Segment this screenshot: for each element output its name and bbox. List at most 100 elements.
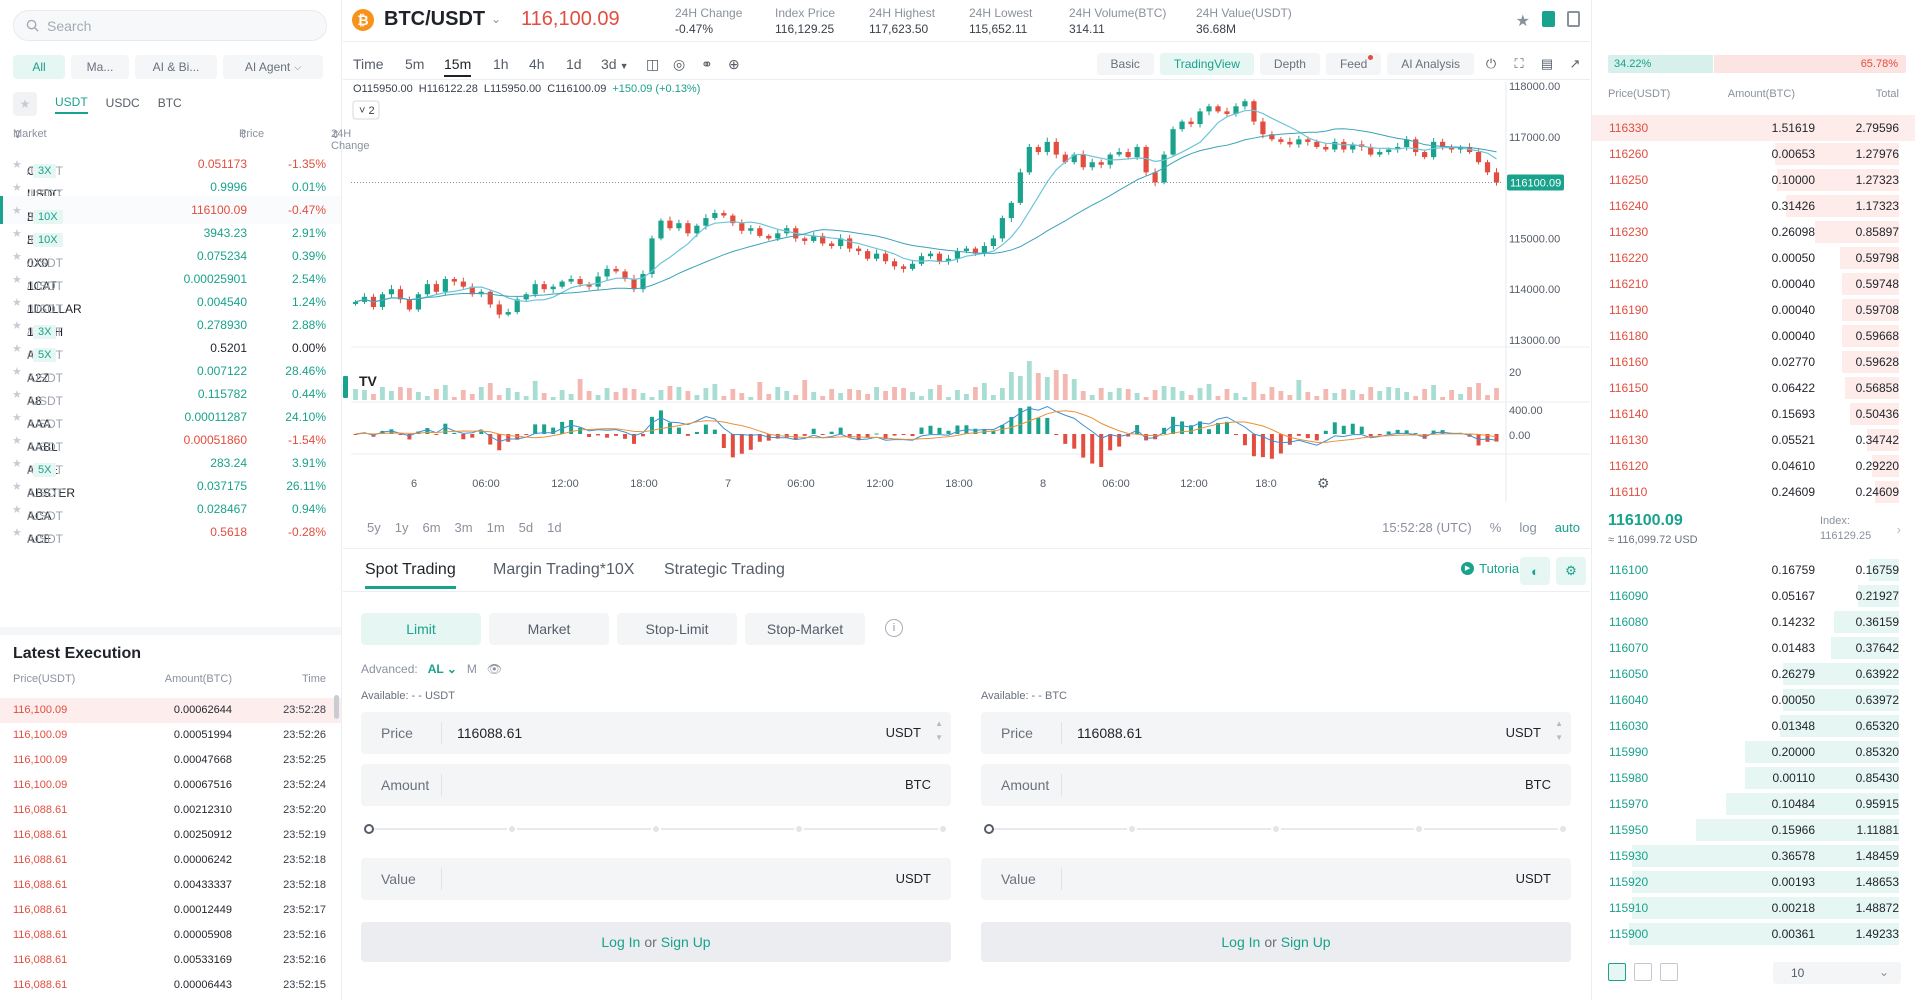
signup-link[interactable]: Sign Up <box>660 934 711 950</box>
ask-row[interactable]: 116220 0.00050 0.59798 <box>1592 245 1915 271</box>
log-scale-toggle[interactable]: log <box>1519 520 1537 535</box>
chevron-down-icon[interactable]: ⌄ <box>491 12 502 26</box>
slider-handle[interactable] <box>984 824 994 834</box>
interval-15m[interactable]: 15m <box>444 56 472 77</box>
ask-row[interactable]: 116260 0.00653 1.27976 <box>1592 141 1915 167</box>
slider-stop-100[interactable] <box>938 824 948 834</box>
layout-asks-icon[interactable] <box>1660 963 1678 981</box>
chart-canvas[interactable]: 118000.00 117000.00 115000.00 114000.00 1130… <box>343 81 1590 512</box>
range-3m[interactable]: 3m <box>454 520 473 535</box>
depth-precision-select[interactable]: 10 ⌄ <box>1773 962 1901 984</box>
star-icon[interactable]: ★ <box>12 251 22 263</box>
category-ma[interactable]: Ma... <box>71 55 129 79</box>
buy-amount-slider[interactable] <box>361 814 951 844</box>
star-icon[interactable]: ★ <box>12 228 22 240</box>
sell-price-input[interactable]: 116088.61 <box>1077 725 1143 741</box>
market-row[interactable]: ★ 1CAT/USDT 0.00025901 2.54% <box>0 265 341 293</box>
advanced-m-option[interactable]: M <box>466 662 477 676</box>
sell-price-field[interactable]: Price 116088.61 USDT ▲ ▼ <box>981 712 1571 754</box>
order-type-limit[interactable]: Limit <box>361 613 481 645</box>
slider-stop-25[interactable] <box>1127 824 1137 834</box>
sell-amount-field[interactable]: Amount BTC <box>981 764 1571 806</box>
ask-row[interactable]: 116190 0.00040 0.59708 <box>1592 297 1915 323</box>
sell-login-button[interactable]: Log In or Sign Up <box>981 922 1571 962</box>
price-chart[interactable]: 118000.00 117000.00 115000.00 114000.00 1130… <box>343 81 1590 512</box>
settings-gear-icon[interactable]: ⚙ <box>1556 557 1586 585</box>
tab-margin-trading[interactable]: Margin Trading*10X <box>493 561 635 578</box>
bid-row[interactable]: 115950 0.15966 1.11881 <box>1592 817 1915 843</box>
order-type-stop-limit[interactable]: Stop-Limit <box>617 613 737 645</box>
buy-price-input[interactable]: 116088.61 <box>457 725 523 741</box>
view-tradingview[interactable]: TradingView <box>1159 53 1254 75</box>
range-1y[interactable]: 1y <box>394 520 409 535</box>
star-icon[interactable]: ★ <box>12 320 22 332</box>
star-icon[interactable]: ★ <box>12 297 22 309</box>
market-row[interactable]: ★BTC/USDT10X116100.09-0.47% <box>0 196 341 224</box>
order-type-market[interactable]: Market <box>489 613 609 645</box>
slider-stop-50[interactable] <box>651 824 661 834</box>
market-row[interactable]: ★ AABL/USDT 0.00051860 -1.54% <box>0 426 341 454</box>
market-row[interactable]: ★ ACE/USDT 0.5618 -0.28% <box>0 518 341 546</box>
bid-row[interactable]: 115930 0.36578 1.48459 <box>1592 843 1915 869</box>
market-row[interactable]: ★CET/USDT3X0.051173-1.35% <box>0 150 341 178</box>
chart-settings-icon[interactable]: ⚙ <box>1317 475 1330 491</box>
star-icon[interactable]: ★ <box>12 458 22 470</box>
ask-row[interactable]: 116130 0.05521 0.34742 <box>1592 427 1915 453</box>
star-icon[interactable]: ★ <box>12 366 22 378</box>
category-all[interactable]: All <box>13 55 65 79</box>
market-row[interactable]: ★ A2Z/USDT 0.007122 28.46% <box>0 357 341 385</box>
eye-icon[interactable]: 👁 <box>486 662 503 676</box>
quote-tab-usdt[interactable]: USDT <box>55 95 88 114</box>
view-basic[interactable]: Basic <box>1096 53 1154 75</box>
interval-3d[interactable]: 3d ▼ <box>601 56 629 72</box>
star-icon[interactable]: ★ <box>12 159 22 171</box>
star-icon[interactable]: ★ <box>12 389 22 401</box>
bid-row[interactable]: 115910 0.00218 1.48872 <box>1592 895 1915 921</box>
bid-row[interactable]: 116030 0.01348 0.65320 <box>1592 713 1915 739</box>
market-row[interactable]: ★ ACA/USDT 0.028467 0.94% <box>0 495 341 523</box>
ask-row[interactable]: 116160 0.02770 0.59628 <box>1592 349 1915 375</box>
bid-row[interactable]: 116080 0.14232 0.36159 <box>1592 609 1915 635</box>
bid-row[interactable]: 115900 0.00361 1.49233 <box>1592 921 1915 947</box>
sell-amount-slider[interactable] <box>981 814 1571 844</box>
ask-row[interactable]: 116330 1.51619 2.79596 <box>1592 115 1915 141</box>
compare-icon[interactable]: ⚭ <box>701 56 713 72</box>
ask-row[interactable]: 116180 0.00040 0.59668 <box>1592 323 1915 349</box>
bid-row[interactable]: 115970 0.10484 0.95915 <box>1592 791 1915 817</box>
bid-row[interactable]: 116070 0.01483 0.37642 <box>1592 635 1915 661</box>
bid-row[interactable]: 115990 0.20000 0.85320 <box>1592 739 1915 765</box>
interval-5m[interactable]: 5m <box>405 56 425 72</box>
quote-tab-usdc[interactable]: USDC <box>105 95 140 110</box>
slider-stop-25[interactable] <box>507 824 517 834</box>
power-icon[interactable]: ⏻ <box>1485 56 1497 71</box>
tutorial-link[interactable]: ▶ Tutorial <box>1461 561 1522 576</box>
star-icon[interactable]: ★ <box>12 435 22 447</box>
star-icon[interactable]: ★ <box>12 504 22 516</box>
quote-tab-btc[interactable]: BTC <box>157 95 182 110</box>
ask-row[interactable]: 116210 0.00040 0.59748 <box>1592 271 1915 297</box>
view-depth[interactable]: Depth <box>1259 53 1320 75</box>
search-input[interactable]: Search <box>13 10 327 41</box>
bid-row[interactable]: 116100 0.16759 0.16759 <box>1592 557 1915 583</box>
ask-row[interactable]: 116110 0.24609 0.24609 <box>1592 479 1915 505</box>
ask-row[interactable]: 116150 0.06422 0.56858 <box>1592 375 1915 401</box>
ask-row[interactable]: 116230 0.26098 0.85897 <box>1592 219 1915 245</box>
range-1d[interactable]: 1d <box>547 520 562 535</box>
ask-row[interactable]: 116140 0.15693 0.50436 <box>1592 401 1915 427</box>
star-icon[interactable]: ★ <box>12 481 22 493</box>
notebook-icon[interactable] <box>1542 11 1555 27</box>
bid-row[interactable]: 115920 0.00193 1.48653 <box>1592 869 1915 895</box>
range-5d[interactable]: 5d <box>518 520 534 535</box>
range-1m[interactable]: 1m <box>486 520 505 535</box>
execution-scrollbar[interactable] <box>334 695 339 719</box>
login-link[interactable]: Log In <box>1221 934 1261 950</box>
buy-value-field[interactable]: Value USDT <box>361 858 951 900</box>
category-ai-bi[interactable]: AI & Bi... <box>135 55 217 79</box>
price-stepper-icon[interactable]: ▲ ▼ <box>935 719 943 742</box>
price-stepper-icon[interactable]: ▲ ▼ <box>1555 719 1563 742</box>
login-link[interactable]: Log In <box>601 934 641 950</box>
tab-strategic-trading[interactable]: Strategic Trading <box>664 561 785 578</box>
chevron-right-icon[interactable]: › <box>1896 522 1901 537</box>
layout-bids-icon[interactable] <box>1634 963 1652 981</box>
